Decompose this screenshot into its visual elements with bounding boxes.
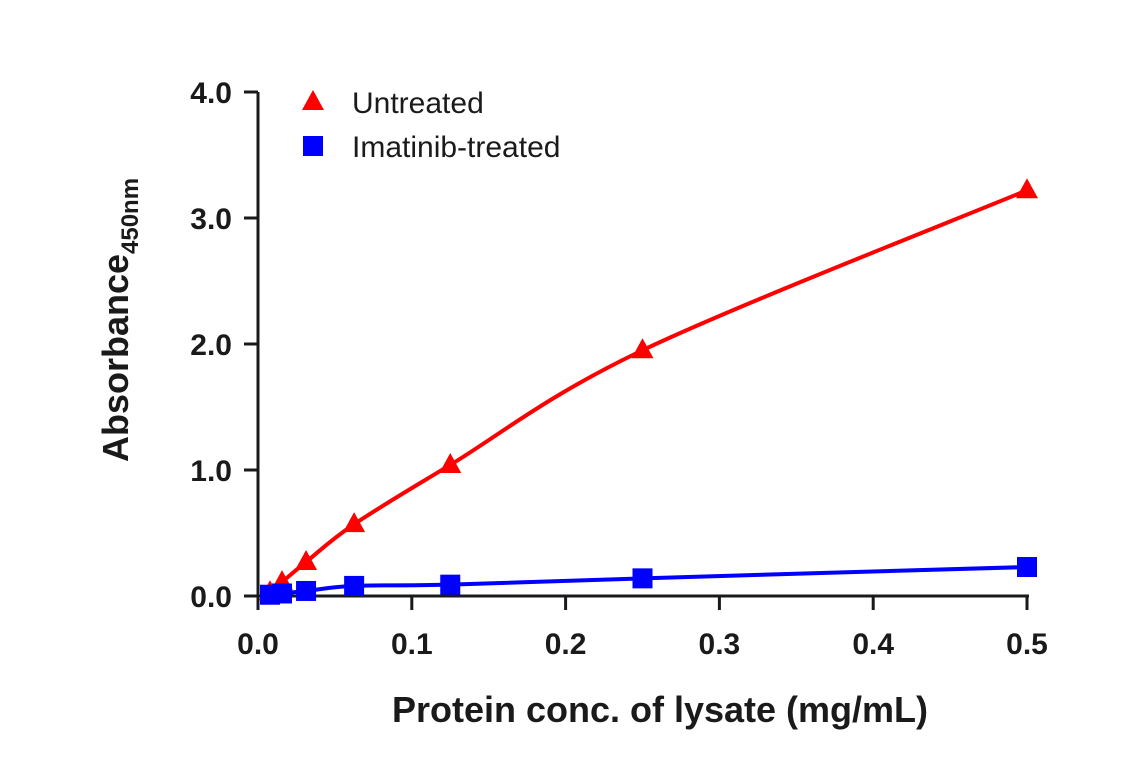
data-point: [296, 580, 317, 601]
legend-label: Untreated: [352, 87, 484, 120]
y-axis-label: Absorbance450nm: [95, 178, 144, 462]
data-point: [632, 568, 653, 589]
y-tick-label: 2.0: [190, 329, 232, 362]
y-tick-label: 3.0: [190, 203, 232, 236]
x-tick-label: 0.2: [545, 628, 587, 661]
data-point: [440, 574, 461, 595]
data-point: [1016, 178, 1038, 199]
y-tick-label: 4.0: [190, 77, 232, 110]
data-point: [344, 575, 365, 596]
y-axis-label-subscript: 450nm: [117, 178, 144, 254]
series-imatinib-treated: [259, 557, 1037, 605]
series-untreated: [258, 178, 1038, 601]
legend-marker: [302, 90, 324, 110]
data-point: [271, 583, 292, 604]
legend: Untreated Imatinib-treated: [302, 87, 560, 164]
legend-marker: [303, 136, 323, 156]
x-tick-label: 0.0: [237, 628, 279, 661]
data-point: [439, 452, 462, 473]
data-point: [1017, 557, 1037, 578]
x-tick-label: 0.1: [391, 628, 433, 661]
legend-label: Imatinib-treated: [352, 131, 560, 164]
data-point: [343, 512, 366, 533]
series-line: [268, 188, 1028, 594]
y-axis-label-main: Absorbance: [95, 254, 136, 462]
data-point: [295, 549, 318, 570]
data-point: [631, 338, 654, 359]
x-tick-label: 0.5: [1006, 628, 1048, 661]
x-axis-label: Protein conc. of lysate (mg/mL): [392, 689, 928, 730]
x-tick-label: 0.3: [699, 628, 741, 661]
x-tick-label: 0.4: [852, 628, 894, 661]
y-tick-label: 0.0: [190, 581, 232, 614]
y-tick-label: 1.0: [190, 455, 232, 488]
